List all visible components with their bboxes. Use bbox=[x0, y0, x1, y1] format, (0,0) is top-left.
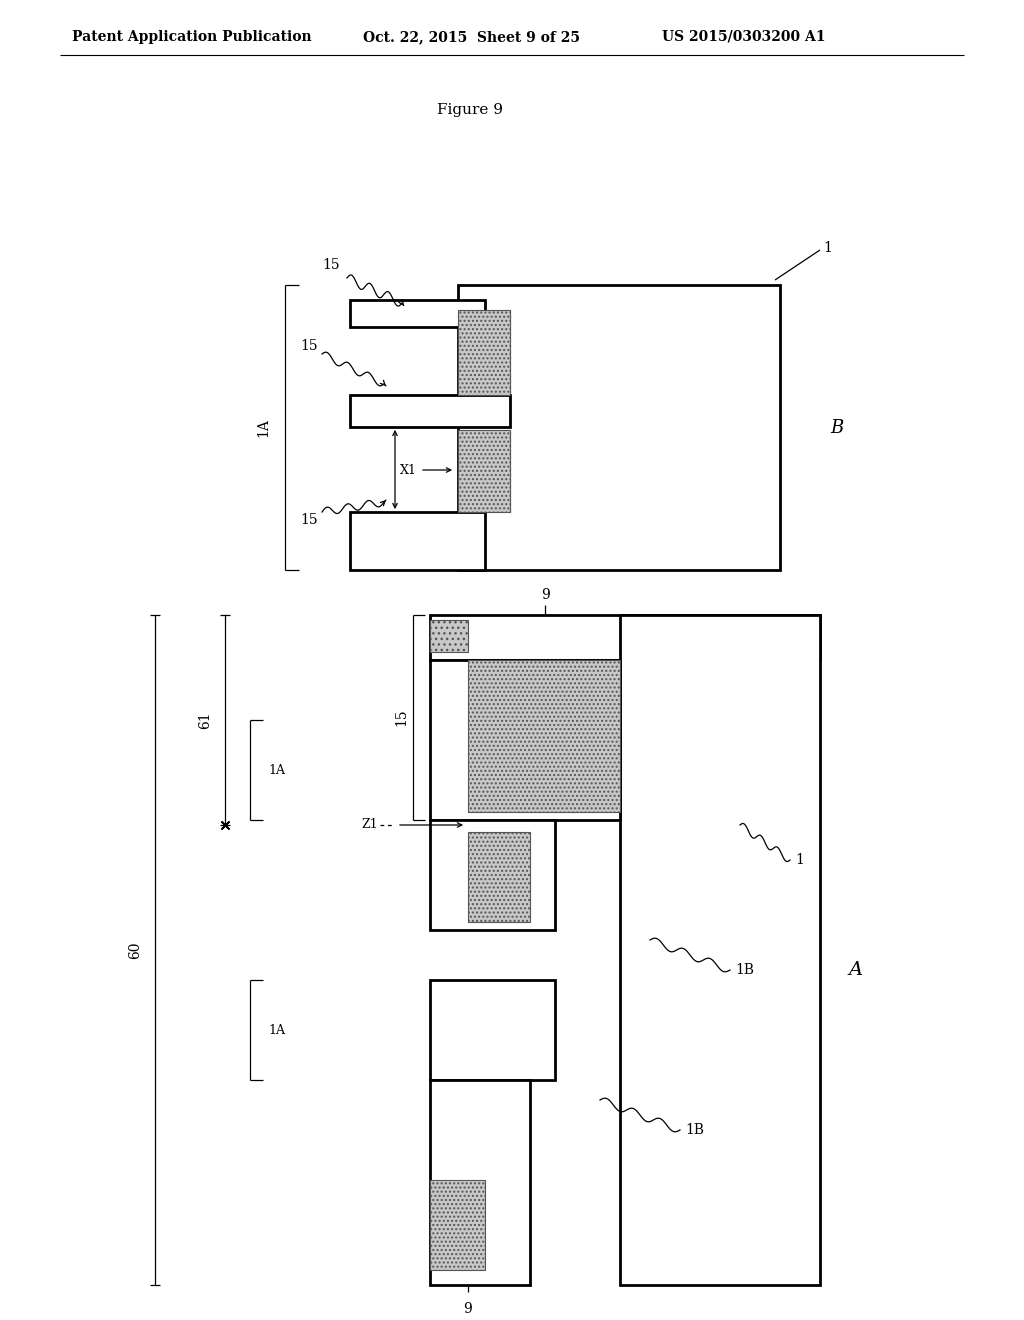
Bar bbox=[430, 620, 468, 652]
Bar bbox=[430, 615, 820, 660]
Bar bbox=[350, 512, 485, 570]
Bar bbox=[620, 615, 820, 1284]
Bar bbox=[350, 300, 485, 327]
Bar bbox=[458, 430, 510, 512]
Bar bbox=[430, 1080, 530, 1284]
Text: Z1: Z1 bbox=[361, 818, 378, 832]
Text: 1A: 1A bbox=[268, 1023, 285, 1036]
Text: US 2015/0303200 A1: US 2015/0303200 A1 bbox=[662, 30, 825, 44]
Text: 1B: 1B bbox=[735, 964, 754, 977]
Bar bbox=[458, 310, 510, 395]
Bar bbox=[458, 285, 780, 570]
Text: 60: 60 bbox=[128, 941, 142, 958]
Bar bbox=[468, 660, 620, 812]
Text: 15: 15 bbox=[300, 513, 317, 527]
Text: 15: 15 bbox=[322, 257, 340, 272]
Text: 9: 9 bbox=[541, 587, 549, 602]
Text: B: B bbox=[830, 418, 843, 437]
Bar bbox=[430, 979, 555, 1080]
Text: X1: X1 bbox=[400, 463, 417, 477]
Text: A: A bbox=[848, 961, 862, 979]
Bar bbox=[430, 1180, 485, 1270]
Text: Oct. 22, 2015  Sheet 9 of 25: Oct. 22, 2015 Sheet 9 of 25 bbox=[362, 30, 580, 44]
Text: 1B: 1B bbox=[685, 1123, 705, 1137]
Text: 9: 9 bbox=[464, 1302, 472, 1316]
Text: 1: 1 bbox=[823, 242, 831, 255]
Text: 1: 1 bbox=[795, 853, 804, 867]
Bar bbox=[430, 660, 620, 820]
Text: Figure 9: Figure 9 bbox=[437, 103, 503, 117]
Text: 61: 61 bbox=[198, 711, 212, 729]
Bar bbox=[350, 395, 510, 426]
Bar bbox=[468, 832, 530, 921]
Text: 15: 15 bbox=[394, 709, 408, 726]
Bar bbox=[430, 820, 555, 931]
Text: Patent Application Publication: Patent Application Publication bbox=[72, 30, 311, 44]
Text: 1A: 1A bbox=[256, 418, 270, 437]
Text: 15: 15 bbox=[300, 339, 317, 352]
Text: 1A: 1A bbox=[268, 763, 285, 776]
